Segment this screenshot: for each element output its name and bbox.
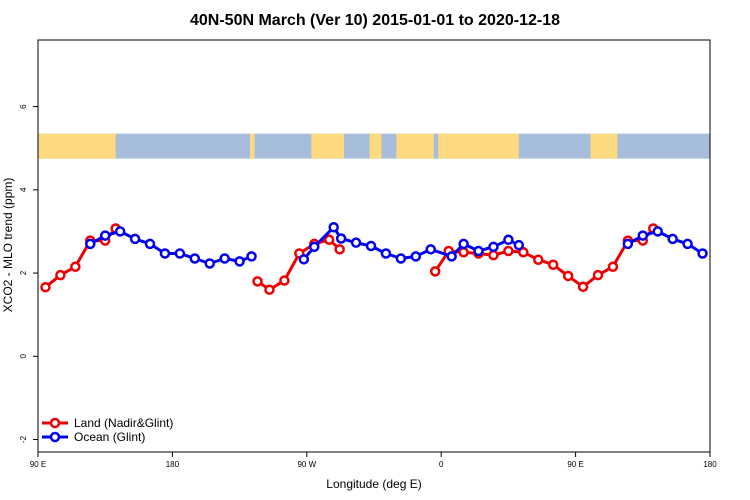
chart-title: 40N-50N March (Ver 10) 2015-01-01 to 202… bbox=[190, 12, 560, 29]
series-1-point-1-5 bbox=[365, 240, 377, 252]
legend-marker-1 bbox=[49, 431, 61, 443]
series-1-point-1-12 bbox=[473, 245, 484, 257]
series-1-point-0-6 bbox=[174, 248, 186, 259]
series-1-point-0-8 bbox=[204, 258, 215, 269]
series-1-point-1-11 bbox=[458, 238, 469, 250]
series-1-point-0-7 bbox=[189, 253, 201, 264]
y-tick-label-4: 6 bbox=[19, 104, 28, 109]
series-0-line-2 bbox=[433, 227, 655, 289]
series-0-point-0-0 bbox=[40, 281, 51, 293]
series-1-point-1-13 bbox=[488, 241, 499, 253]
land-band-0 bbox=[38, 133, 116, 159]
y-axis-label: XCO2 - MLO trend (ppm) bbox=[1, 178, 15, 313]
series-0-point-2-12 bbox=[607, 261, 619, 273]
series-1-point-0-11 bbox=[246, 251, 257, 262]
land-band-6 bbox=[590, 133, 618, 159]
land-ocean-mask bbox=[38, 133, 710, 159]
series-1-point-2-3 bbox=[667, 233, 678, 245]
series-1-point-0-1 bbox=[99, 230, 111, 241]
land-band-3 bbox=[369, 133, 382, 159]
series-1-point-0-5 bbox=[159, 248, 171, 259]
series-1-point-1-0 bbox=[298, 254, 310, 265]
series-1-point-0-10 bbox=[234, 256, 245, 267]
series-0-point-2-0 bbox=[429, 266, 441, 277]
land-band-2 bbox=[311, 133, 345, 159]
series-1-point-2-0 bbox=[622, 238, 634, 250]
series-1-point-1-9 bbox=[425, 244, 436, 255]
x-tick-label-3: 0 bbox=[439, 460, 444, 469]
series-1-point-2-2 bbox=[652, 226, 663, 237]
x-tick-label-2: 90 W bbox=[297, 460, 316, 469]
series-0-point-2-6 bbox=[518, 246, 529, 258]
series-0-point-2-10 bbox=[577, 281, 589, 293]
series-0-point-1-1 bbox=[264, 284, 275, 295]
series-0-point-2-9 bbox=[562, 270, 574, 282]
series-0-point-1-0 bbox=[252, 276, 263, 287]
x-axis: 90 E 180 90 W 0 90 E 180 bbox=[30, 452, 717, 469]
series-0-point-0-1 bbox=[55, 269, 66, 281]
legend-label-0: Land (Nadir&Glint) bbox=[74, 416, 173, 430]
series-1-point-0-4 bbox=[144, 238, 156, 250]
series-layer bbox=[40, 222, 708, 295]
series-0-point-2-8 bbox=[547, 259, 559, 270]
series-1-point-1-6 bbox=[380, 248, 392, 259]
series-1-point-0-2 bbox=[114, 226, 126, 237]
series-1-point-0-3 bbox=[129, 233, 141, 245]
y-tick-label-3: 4 bbox=[19, 187, 28, 192]
series-0-point-2-5 bbox=[503, 245, 514, 257]
series-1-point-2-4 bbox=[682, 238, 693, 250]
y-axis: -2 0 2 4 6 bbox=[19, 104, 38, 443]
legend-marker-0 bbox=[49, 417, 61, 429]
series-0-point-1-2 bbox=[279, 275, 290, 286]
series-1-point-1-8 bbox=[410, 251, 422, 262]
series-0-point-1-6 bbox=[334, 244, 345, 255]
series-1-point-0-9 bbox=[219, 253, 230, 264]
series-1-line-1 bbox=[302, 225, 520, 261]
series-1 bbox=[85, 222, 708, 269]
series-1-point-1-1 bbox=[309, 241, 320, 253]
x-tick-label-0: 90 E bbox=[30, 460, 46, 469]
land-band-4 bbox=[396, 133, 434, 159]
x-axis-label: Longitude (deg E) bbox=[326, 477, 421, 491]
plot-frame bbox=[37, 39, 711, 453]
series-1-point-1-4 bbox=[350, 237, 362, 248]
legend: Land (Nadir&Glint)Ocean (Glint) bbox=[42, 416, 173, 444]
x-tick-label-1: 180 bbox=[166, 460, 180, 469]
y-tick-label-1: 0 bbox=[19, 354, 28, 359]
series-1-point-2-5 bbox=[697, 248, 708, 259]
y-tick-label-2: 2 bbox=[19, 270, 28, 275]
series-0-point-1-5 bbox=[323, 234, 335, 246]
series-0-point-0-2 bbox=[70, 261, 81, 273]
series-0-point-2-7 bbox=[533, 254, 544, 265]
x-tick-label-4: 90 E bbox=[567, 460, 583, 469]
series-1-point-1-7 bbox=[395, 253, 407, 264]
legend-label-1: Ocean (Glint) bbox=[74, 430, 145, 444]
series-1-point-1-14 bbox=[503, 234, 514, 246]
series-1-point-2-1 bbox=[637, 230, 649, 241]
series-1-point-1-10 bbox=[446, 251, 457, 262]
land-band-5 bbox=[438, 133, 519, 159]
y-tick-label-0: -2 bbox=[19, 435, 28, 443]
land-band-1 bbox=[250, 133, 255, 159]
series-0-line-1 bbox=[256, 238, 341, 292]
series-0-point-2-4 bbox=[488, 249, 499, 261]
x-tick-label-5: 180 bbox=[703, 460, 717, 469]
series-1-point-0-0 bbox=[85, 238, 96, 250]
series-0-point-2-11 bbox=[592, 269, 604, 281]
series-0-point-2-2 bbox=[458, 246, 469, 258]
series-1-point-1-15 bbox=[513, 239, 525, 251]
series-1-point-1-3 bbox=[335, 233, 347, 244]
series-1-point-1-2 bbox=[328, 222, 339, 233]
